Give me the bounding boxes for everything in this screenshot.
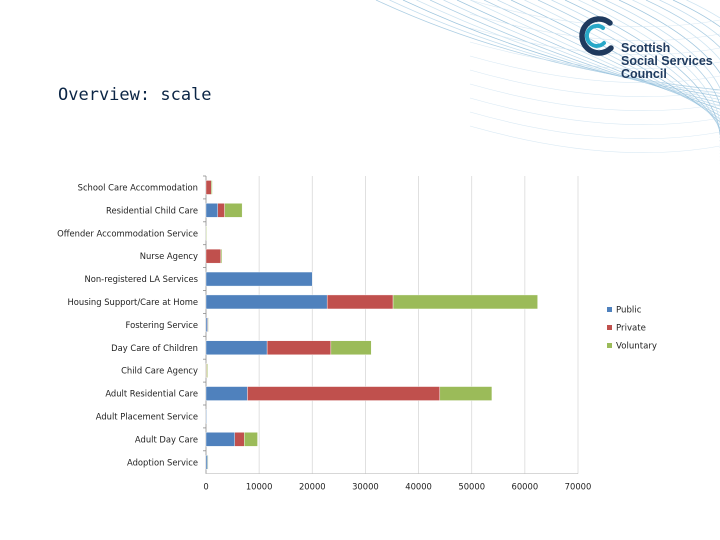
category-label: Fostering Service xyxy=(126,320,198,330)
x-tick-label: 0 xyxy=(203,482,208,492)
decorative-arc xyxy=(389,0,720,94)
logo-line-3: Council xyxy=(621,67,667,81)
legend-swatch xyxy=(607,343,612,348)
bar-segment-public xyxy=(205,455,208,470)
bar-segment-voluntary xyxy=(206,363,208,378)
legend-label: Voluntary xyxy=(616,342,657,352)
decorative-arc xyxy=(469,55,720,83)
category-label: Adoption Service xyxy=(127,457,198,467)
decorative-arc xyxy=(375,0,720,91)
bar-segment-voluntary xyxy=(392,294,538,310)
category-label: Adult Day Care xyxy=(135,434,198,444)
bar-segment-public xyxy=(205,294,328,310)
legend-label: Private xyxy=(616,324,646,334)
decorative-arc xyxy=(537,0,720,129)
bar-segment-public xyxy=(205,271,313,287)
bar-segment-private xyxy=(205,248,222,264)
decorative-arc xyxy=(591,0,720,142)
category-label: Adult Placement Service xyxy=(96,411,198,421)
bar-segment-public xyxy=(205,340,268,355)
decorative-arc xyxy=(469,83,720,111)
category-label: Non-registered LA Services xyxy=(84,274,198,284)
x-tick-label: 30000 xyxy=(352,482,379,492)
decorative-arc xyxy=(618,0,720,148)
legend-swatch xyxy=(607,307,612,312)
decorative-arc xyxy=(605,0,720,145)
page-title: Overview: scale xyxy=(58,85,212,105)
category-label: School Care Accommodation xyxy=(78,182,198,192)
bar-segment-public xyxy=(205,317,208,333)
bar-segment-private xyxy=(217,203,225,218)
logo-line-1: Scottish xyxy=(621,41,671,55)
x-tick-label: 40000 xyxy=(405,482,432,492)
category-label: Child Care Agency xyxy=(121,366,198,376)
bar-segment-voluntary xyxy=(220,248,223,264)
category-label: Residential Child Care xyxy=(106,205,198,215)
category-label: Day Care of Children xyxy=(111,343,198,353)
bar-segment-voluntary xyxy=(439,386,493,401)
decorative-arc xyxy=(645,0,720,154)
bar-segment-private xyxy=(247,386,441,401)
decorative-arc xyxy=(469,69,720,97)
bar-segment-private xyxy=(234,432,245,447)
decorative-arc xyxy=(402,0,720,97)
bar-segment-public xyxy=(205,432,235,447)
bar-segment-voluntary xyxy=(211,180,213,195)
bar-segment-public xyxy=(205,386,248,401)
bar-segment-voluntary xyxy=(207,317,209,333)
decorative-arc xyxy=(524,0,720,126)
decorative-arc xyxy=(672,0,720,161)
category-label: Offender Accommodation Service xyxy=(57,228,198,238)
bar-segment-private xyxy=(326,294,394,310)
x-tick-label: 20000 xyxy=(299,482,326,492)
bar-segment-voluntary xyxy=(244,432,258,447)
decorative-arc xyxy=(469,111,720,139)
bar-segment-voluntary xyxy=(205,226,207,241)
category-label: Adult Residential Care xyxy=(105,389,198,399)
sssc-logo-icon xyxy=(579,16,614,56)
decorative-arc xyxy=(469,13,720,41)
decorative-arc xyxy=(510,0,720,123)
bar-segment-voluntary xyxy=(330,340,372,355)
decorative-arc xyxy=(469,41,720,69)
legend-swatch xyxy=(607,325,612,330)
bar-segment-voluntary xyxy=(224,203,243,218)
decorative-arc xyxy=(469,97,720,125)
bar-segment-private xyxy=(266,340,332,355)
x-tick-label: 10000 xyxy=(246,482,273,492)
legend-label: Public xyxy=(616,306,642,316)
x-tick-label: 50000 xyxy=(458,482,485,492)
bar-segment-private xyxy=(205,180,212,195)
x-tick-label: 70000 xyxy=(565,482,592,492)
category-label: Housing Support/Care at Home xyxy=(68,297,199,307)
decorative-arc xyxy=(416,0,720,100)
decorative-arc xyxy=(659,0,720,158)
logo-line-2: Social Services xyxy=(621,54,713,68)
logo-wordmark: Scottish Social Services Council xyxy=(621,42,713,81)
decorative-arc xyxy=(632,0,720,151)
decorative-arc xyxy=(469,0,720,27)
bar-segment-public xyxy=(205,409,207,424)
bar-segment-voluntary xyxy=(207,455,209,470)
x-tick-label: 60000 xyxy=(512,482,539,492)
category-label: Nurse Agency xyxy=(140,251,198,261)
bar-segment-public xyxy=(205,203,218,218)
decorative-arc xyxy=(469,125,720,153)
